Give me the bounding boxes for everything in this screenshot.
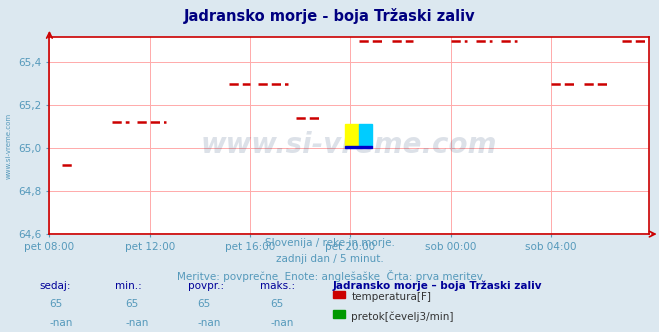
Bar — [345, 124, 358, 146]
Text: maks.:: maks.: — [260, 281, 295, 290]
Text: 65: 65 — [49, 299, 63, 309]
Text: www.si-vreme.com: www.si-vreme.com — [201, 131, 498, 159]
Text: Jadransko morje - boja Tržaski zaliv: Jadransko morje - boja Tržaski zaliv — [184, 8, 475, 24]
Text: 65: 65 — [198, 299, 211, 309]
Text: zadnji dan / 5 minut.: zadnji dan / 5 minut. — [275, 254, 384, 264]
Text: -nan: -nan — [49, 318, 72, 328]
Text: -nan: -nan — [270, 318, 293, 328]
Text: www.si-vreme.com: www.si-vreme.com — [5, 113, 11, 179]
Text: temperatura[F]: temperatura[F] — [351, 291, 431, 302]
Text: -nan: -nan — [125, 318, 148, 328]
Text: 65: 65 — [125, 299, 138, 309]
Text: 65: 65 — [270, 299, 283, 309]
Bar — [345, 146, 372, 148]
Text: -nan: -nan — [198, 318, 221, 328]
Text: povpr.:: povpr.: — [188, 281, 224, 290]
Bar — [358, 124, 372, 146]
Text: pretok[čevelj3/min]: pretok[čevelj3/min] — [351, 311, 454, 322]
Text: Slovenija / reke in morje.: Slovenija / reke in morje. — [264, 238, 395, 248]
Text: min.:: min.: — [115, 281, 142, 290]
Text: sedaj:: sedaj: — [40, 281, 71, 290]
Text: Meritve: povprečne  Enote: anglešaške  Črta: prva meritev: Meritve: povprečne Enote: anglešaške Črt… — [177, 270, 482, 282]
Text: Jadransko morje – boja Tržaski zaliv: Jadransko morje – boja Tržaski zaliv — [333, 281, 542, 291]
